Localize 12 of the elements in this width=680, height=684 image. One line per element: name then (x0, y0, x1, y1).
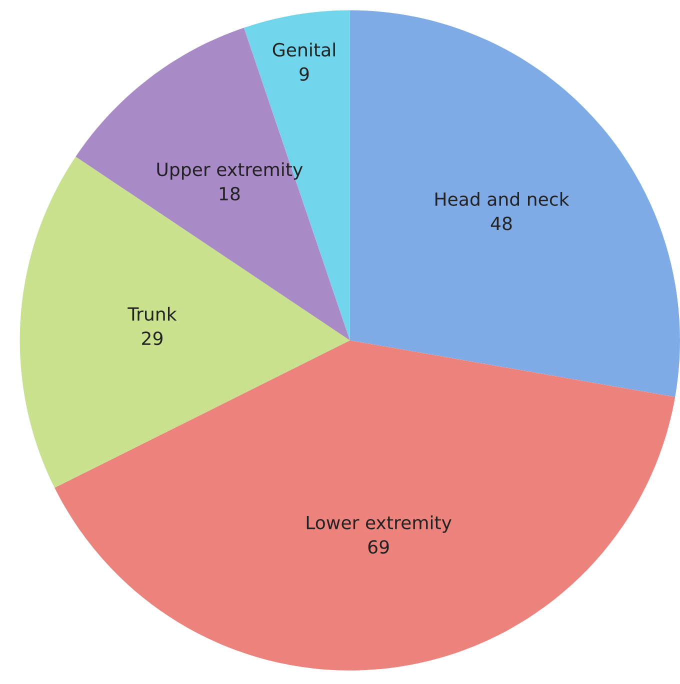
slice-label: Trunk (128, 306, 177, 321)
data-label: 9 (300, 67, 309, 81)
data-label: 29 (142, 332, 162, 346)
pie-slice (20, 156, 350, 488)
slice-label: Upper extremity (157, 162, 303, 180)
data-label: 48 (490, 216, 512, 230)
slice-label: Head and neck (435, 192, 570, 206)
pie-slice (350, 10, 680, 398)
data-label: 69 (368, 540, 389, 554)
slice-label: Lower extremity (306, 515, 452, 533)
data-label: 18 (220, 186, 240, 201)
slice-label: Genital (272, 42, 335, 57)
